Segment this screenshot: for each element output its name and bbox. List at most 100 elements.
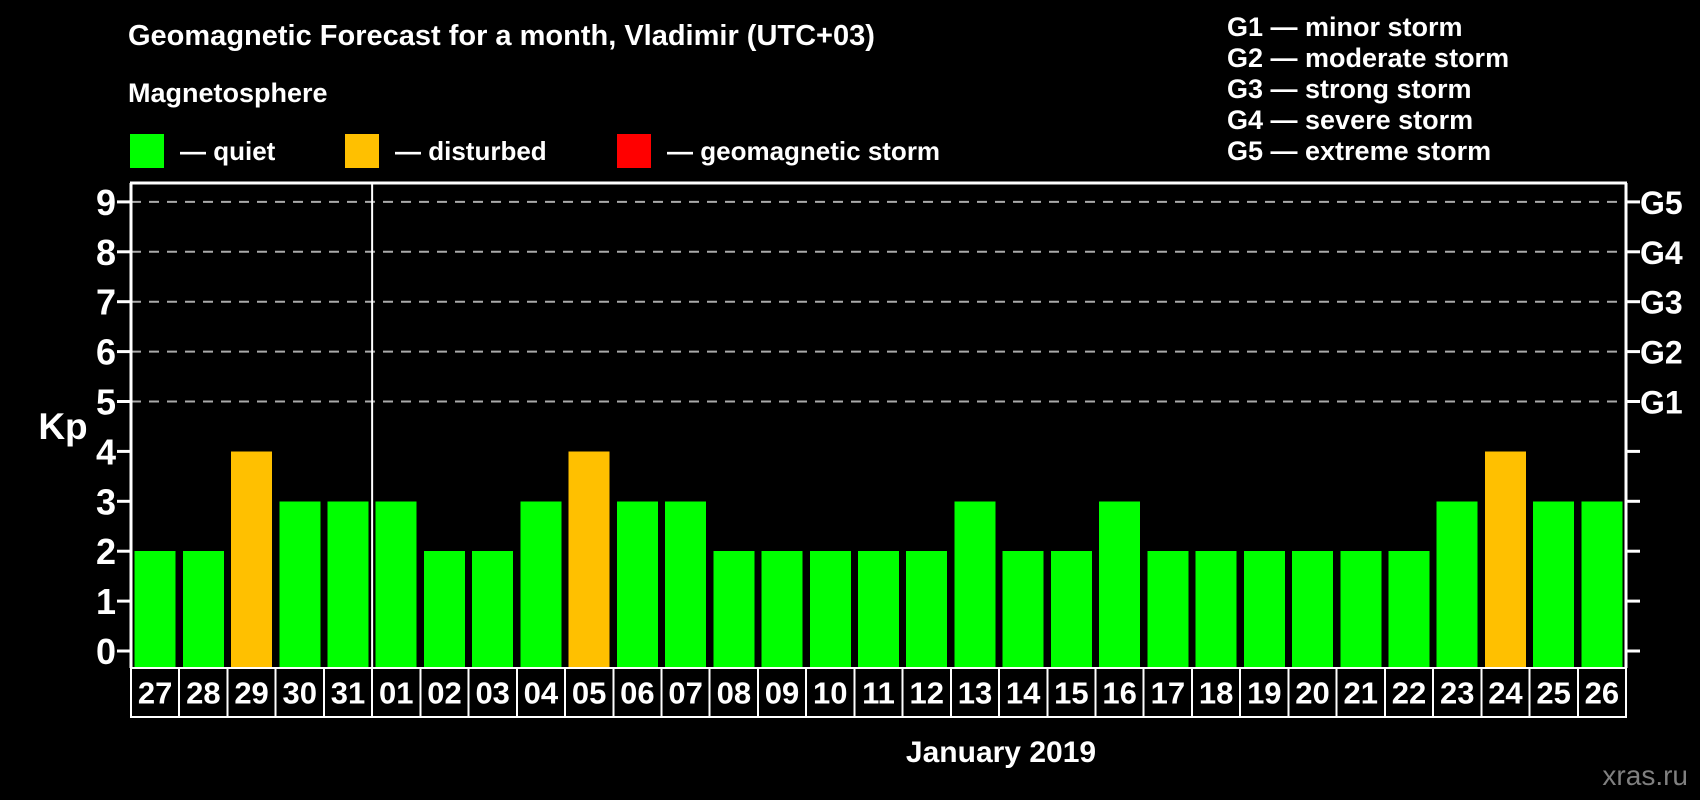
bar-day-16	[1099, 501, 1141, 668]
y-axis-label-1: 1	[96, 581, 116, 622]
g4-legend-line: G4 — severe storm	[1227, 105, 1474, 135]
bar-day-24	[1484, 451, 1526, 668]
g-scale-label-G1: G1	[1640, 385, 1683, 421]
g-scale-label-G3: G3	[1640, 285, 1683, 321]
g-scale-label-G5: G5	[1640, 185, 1683, 221]
day-label-31: 31	[331, 676, 365, 711]
x-axis-title: January 2019	[905, 736, 1097, 769]
bar-day-05	[568, 451, 610, 668]
day-label-13: 13	[958, 676, 992, 711]
day-label-20: 20	[1295, 676, 1329, 711]
day-label-26: 26	[1585, 676, 1619, 711]
bar-day-12	[906, 551, 948, 668]
day-label-cell-22	[1383, 667, 1435, 718]
y-axis-label-8: 8	[96, 232, 116, 273]
day-label-17: 17	[1151, 676, 1185, 711]
bar-day-11	[858, 551, 899, 668]
day-label-cell-08	[708, 667, 759, 718]
storm-scale-legend: G1 — minor storm G2 — moderate storm G3 …	[1227, 12, 1509, 167]
bar-day-07	[665, 501, 707, 668]
legend-item-quiet: — quiet	[130, 133, 275, 169]
bar-day-08	[713, 551, 755, 668]
day-label-cell-02	[419, 667, 470, 718]
y-axis-label-6: 6	[96, 332, 116, 373]
day-label-28: 28	[186, 676, 220, 711]
g2-legend-line: G2 — moderate storm	[1227, 43, 1510, 73]
day-label-14: 14	[1006, 676, 1041, 711]
y-axis-label-5: 5	[96, 382, 116, 423]
g-scale-label-G4: G4	[1640, 235, 1683, 271]
bar-day-27	[134, 551, 176, 668]
bar-day-19	[1243, 551, 1285, 668]
bar-day-23	[1436, 501, 1478, 668]
day-label-21: 21	[1344, 676, 1378, 711]
day-label-02: 02	[427, 676, 461, 711]
day-label-04: 04	[524, 676, 559, 711]
day-label-06: 06	[620, 676, 654, 711]
storm-color-swatch	[617, 134, 651, 168]
y-axis-label-7: 7	[96, 282, 116, 323]
day-label-23: 23	[1440, 676, 1474, 711]
day-label-10: 10	[813, 676, 847, 711]
y-axis-label-4: 4	[96, 431, 116, 472]
day-label-30: 30	[283, 676, 317, 711]
y-axis-label-9: 9	[96, 182, 116, 223]
day-label-15: 15	[1054, 676, 1088, 711]
day-label-cell-29	[226, 667, 277, 718]
y-axis-label-3: 3	[96, 481, 116, 522]
day-label-11: 11	[862, 676, 895, 711]
legend-label-storm: — geomagnetic storm	[667, 135, 941, 166]
y-axis-label-0: 0	[96, 631, 116, 672]
day-label-cell-15	[1046, 667, 1097, 718]
bar-day-02	[423, 551, 465, 668]
day-label-cell-07	[660, 667, 711, 718]
day-label-cell-31	[322, 667, 374, 718]
day-label-29: 29	[234, 676, 268, 711]
day-label-24: 24	[1488, 676, 1523, 711]
magnetosphere-label: Magnetosphere	[128, 78, 328, 108]
bar-day-31	[327, 501, 369, 668]
bar-day-29	[231, 451, 273, 668]
day-label-05: 05	[572, 676, 606, 711]
day-label-19: 19	[1247, 676, 1281, 711]
chart-title: Geomagnetic Forecast for a month, Vladim…	[128, 20, 875, 52]
bar-day-25	[1533, 501, 1575, 668]
y-axis-title: Kp	[38, 406, 88, 447]
day-label-03: 03	[475, 676, 509, 711]
bar-day-04	[520, 501, 562, 668]
day-label-18: 18	[1199, 676, 1233, 711]
bar-day-03	[472, 551, 514, 668]
day-label-22: 22	[1392, 676, 1426, 711]
legend-label-quiet: — quiet	[180, 135, 276, 166]
legend-item-storm: — geomagnetic storm	[617, 133, 940, 169]
bar-day-15	[1050, 551, 1092, 668]
day-label-09: 09	[765, 676, 799, 711]
g3-legend-line: G3 — strong storm	[1227, 74, 1472, 104]
bar-day-01	[375, 501, 417, 668]
day-label-cell-23	[1432, 667, 1483, 718]
day-label-cell-19	[1239, 667, 1290, 718]
bar-day-30	[279, 501, 321, 668]
day-label-27: 27	[138, 676, 172, 711]
watermark: xras.ru	[1602, 760, 1688, 791]
bar-day-17	[1147, 551, 1189, 668]
g1-legend-line: G1 — minor storm	[1227, 12, 1463, 42]
day-label-cell-09	[756, 667, 808, 718]
day-label-cell-11	[853, 667, 904, 718]
day-label-cell-27	[130, 667, 181, 718]
disturbed-color-swatch	[345, 134, 379, 168]
y-axis-label-2: 2	[96, 531, 116, 572]
bar-day-28	[182, 551, 224, 668]
day-label-cell-24	[1480, 667, 1531, 718]
day-label-cell-06	[612, 667, 663, 718]
bar-day-18	[1195, 551, 1237, 668]
bar-day-13	[954, 501, 996, 668]
day-label-cell-01	[371, 667, 422, 718]
day-label-cell-10	[805, 667, 856, 718]
day-label-cell-30	[274, 667, 325, 718]
day-label-cell-26	[1576, 667, 1627, 718]
legend-item-disturbed: — disturbed	[345, 133, 547, 169]
g5-legend-line: G5 — extreme storm	[1227, 136, 1492, 166]
